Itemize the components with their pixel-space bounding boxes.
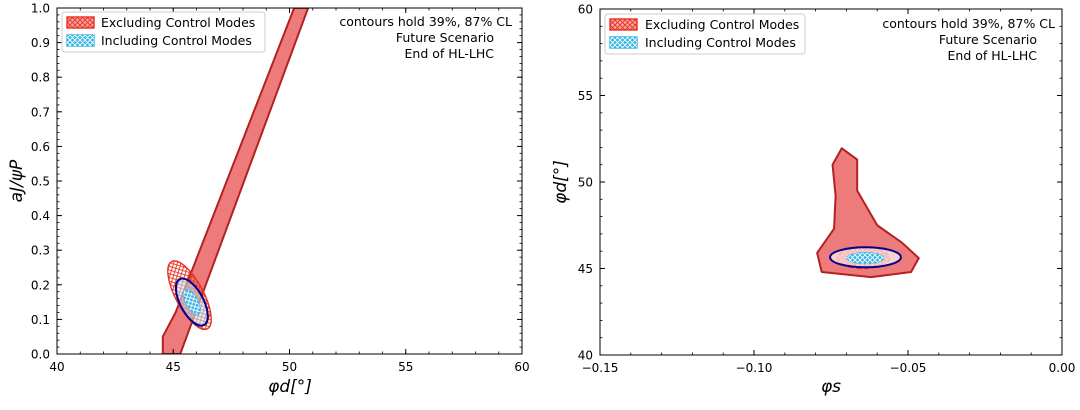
left-x-tick-label: 55 — [398, 360, 413, 374]
right-x-tick-label: −0.15 — [582, 361, 619, 375]
left-x-tick-label: 40 — [49, 360, 64, 374]
right-legend-label-including: Including Control Modes — [645, 35, 796, 50]
left-legend-box — [61, 11, 266, 53]
right-x-tick-label: 0.00 — [1049, 361, 1076, 375]
right-y-tick-label: 55 — [578, 89, 593, 103]
left-annotation-hllhc: End of HL-LHC — [405, 46, 495, 61]
left-legend-hatch-including — [67, 35, 94, 46]
left-x-axis-label: φd[°] — [268, 377, 312, 397]
right-y-tick-label: 60 — [578, 3, 593, 17]
left-y-tick-label: 0.7 — [31, 105, 50, 119]
right-legend-label-excluding: Excluding Control Modes — [645, 17, 799, 32]
left-legend-label-excluding: Excluding Control Modes — [101, 15, 255, 30]
right-x-tick-label: −0.10 — [736, 361, 773, 375]
right-panel: −0.15 −0.10 −0.05 0.00 40 45 50 55 60 contours h… — [551, 3, 1075, 398]
right-plot-area — [816, 147, 920, 279]
left-x-tick-label: 45 — [166, 360, 181, 374]
right-legend-hatch-including — [610, 37, 637, 48]
right-annotation-hllhc: End of HL-LHC — [948, 48, 1038, 63]
left-annotation-scenario: Future Scenario — [396, 30, 494, 45]
left-y-tick-label: 0.9 — [31, 36, 50, 50]
left-y-tick-label: 0.2 — [31, 278, 50, 292]
right-legend: Excluding Control Modes Including Contro… — [604, 13, 806, 55]
left-including-inner-hatch — [183, 289, 201, 315]
left-y-tick-label: 0.4 — [31, 209, 50, 223]
right-y-tick-label: 40 — [578, 349, 593, 363]
left-ticks: 40 45 50 55 60 0.0 0.1 0.2 0.3 0.4 0.5 0.6 0.7 0.8 0.9… — [31, 2, 530, 375]
right-legend-hatch-excluding — [610, 19, 637, 30]
left-y-axis-label: aJ/ψP — [7, 159, 27, 202]
left-legend-label-including: Including Control Modes — [101, 33, 252, 48]
right-ticks: −0.15 −0.10 −0.05 0.00 40 45 50 55 60 — [578, 3, 1076, 376]
left-plot-area — [161, 8, 310, 354]
left-legend-hatch-excluding — [67, 17, 94, 28]
right-y-tick-label: 45 — [578, 262, 593, 276]
left-y-tick-label: 0.8 — [31, 71, 50, 85]
left-y-tick-label: 0.6 — [31, 140, 50, 154]
left-annotation-cl: contours hold 39%, 87% CL — [339, 14, 512, 29]
left-x-tick-label: 50 — [282, 360, 297, 374]
right-excluding-outer-contour — [816, 147, 920, 279]
right-x-tick-label: −0.05 — [890, 361, 927, 375]
left-y-tick-label: 0.0 — [31, 348, 50, 362]
left-y-tick-label: 0.1 — [31, 313, 50, 327]
left-panel: 40 45 50 55 60 0.0 0.1 0.2 0.3 0.4 0.5 0.6 0.7 0.8 0.9… — [7, 2, 530, 398]
left-legend: Excluding Control Modes Including Contro… — [61, 11, 266, 53]
right-legend-box — [604, 13, 806, 55]
right-including-inner-hatch — [847, 252, 884, 264]
right-y-tick-label: 50 — [578, 176, 593, 190]
left-excluding-outer-contour — [161, 8, 310, 354]
right-annotation-scenario: Future Scenario — [939, 32, 1037, 47]
right-annotation-cl: contours hold 39%, 87% CL — [882, 16, 1055, 31]
left-y-tick-label: 0.5 — [31, 175, 50, 189]
right-y-axis-label: φd[°] — [551, 160, 571, 204]
right-x-axis-label: φs — [821, 377, 841, 397]
left-y-tick-label: 0.3 — [31, 244, 50, 258]
left-x-tick-label: 60 — [514, 360, 529, 374]
left-y-tick-label: 1.0 — [31, 2, 50, 16]
